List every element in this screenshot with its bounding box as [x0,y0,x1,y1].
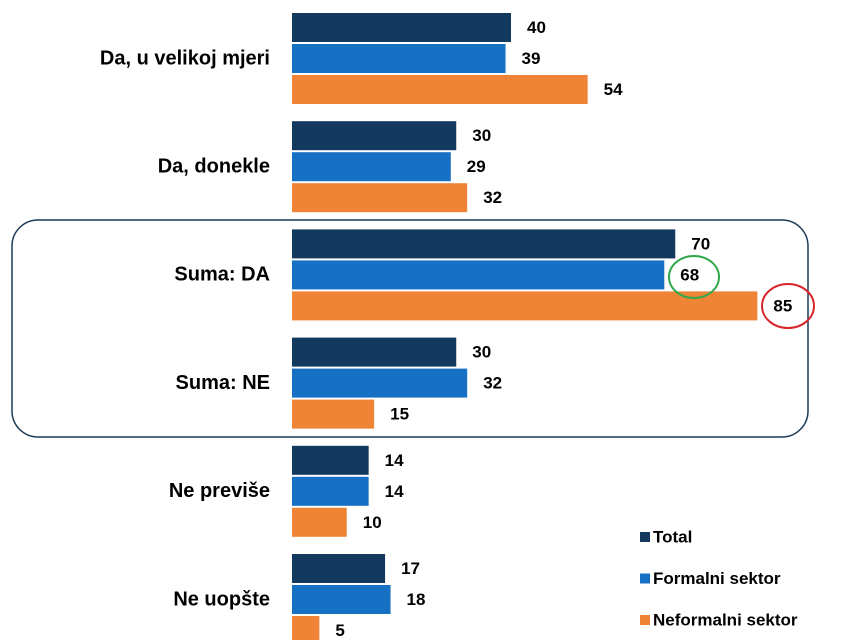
value-label: 68 [680,265,699,284]
highlight-circle [668,255,720,299]
highlight-circle [761,283,815,329]
category-label: Suma: NE [176,372,270,394]
legend-label: Total [653,527,692,546]
bar [292,616,320,640]
category-label: Ne previše [169,480,270,502]
legend-label: Neformalni sektor [653,610,798,629]
category-label: Da, u velikoj mjeri [100,47,270,69]
value-label: 85 [773,296,792,315]
value-label: 54 [604,80,623,99]
bar [292,337,457,367]
bar [292,476,369,506]
value-label: 39 [522,49,541,68]
bar [292,399,375,429]
highlight-box [11,219,809,438]
value-label: 18 [407,590,426,609]
value-label: 30 [472,343,491,362]
value-label: 32 [483,188,502,207]
legend-swatch [640,532,650,542]
category-label: Suma: DA [174,264,270,286]
value-label: 10 [363,513,382,532]
legend-label: Formalni sektor [653,569,781,588]
bar [292,13,511,42]
value-label: 29 [467,157,486,176]
bar [292,44,506,73]
bar [292,75,588,104]
legend-swatch [640,573,650,584]
value-label: 15 [390,405,409,424]
bar [292,445,369,475]
legend-swatch [640,615,650,625]
value-label: 30 [472,126,491,145]
value-label: 14 [385,451,404,470]
bar [292,291,758,321]
plot: Da, u velikoj mjeri 40 39 54 Da, donekle 30 29… [100,13,798,640]
bar [292,554,386,583]
bar [292,368,468,398]
bar [292,121,457,151]
bar [292,260,665,290]
value-label: 70 [691,234,710,253]
value-label: 17 [401,559,420,578]
bar [292,585,391,614]
value-label: 14 [385,482,404,501]
category-label: Ne uopšte [173,588,270,610]
value-label: 32 [483,374,502,393]
value-label: 5 [335,621,344,640]
value-label: 40 [527,18,546,37]
bar [292,229,676,259]
bar [292,507,347,537]
bar [292,152,451,182]
category-label: Da, donekle [158,155,270,177]
bar [292,183,468,213]
